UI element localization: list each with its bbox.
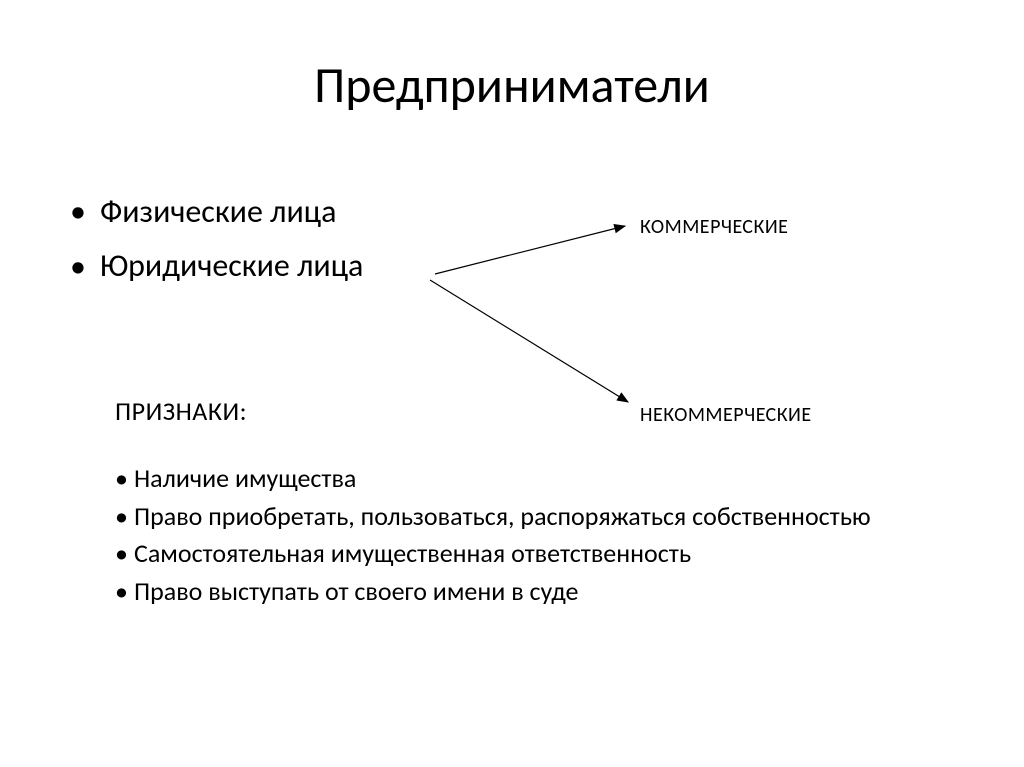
bullet-icon: • [115, 460, 128, 498]
signs-list: • Наличие имущества • Право приобретать,… [115, 460, 871, 611]
bullet-icon: • [70, 196, 86, 228]
signs-heading: ПРИЗНАКИ: [115, 395, 247, 427]
list-item: • Физические лица [70, 185, 363, 239]
list-item: • Право приобретать, пользоваться, распо… [115, 498, 871, 536]
arrow-to-commercial [435, 226, 625, 274]
sign-text: Право выступать от своего имени в суде [134, 573, 579, 611]
sign-text: Наличие имущества [134, 460, 356, 498]
slide-root: Предприниматели • Физические лица • Юрид… [0, 0, 1024, 767]
list-item: • Юридические лица [70, 239, 363, 293]
slide-title: Предприниматели [0, 55, 1024, 116]
bullet-icon: • [70, 251, 86, 283]
main-bullet-list: • Физические лица • Юридические лица [70, 185, 363, 294]
bullet-icon: • [115, 573, 128, 611]
list-item-text: Юридические лица [100, 239, 363, 293]
branch-label-noncommercial: НЕКОММЕРЧЕСКИЕ [640, 403, 812, 427]
bullet-icon: • [115, 535, 128, 573]
list-item-text: Физические лица [100, 185, 336, 239]
bullet-icon: • [115, 498, 128, 536]
list-item: • Самостоятельная имущественная ответств… [115, 535, 871, 573]
arrow-to-noncommercial [430, 280, 628, 402]
sign-text: Самостоятельная имущественная ответствен… [134, 535, 691, 573]
sign-text: Право приобретать, пользоваться, распоря… [134, 498, 871, 536]
list-item: • Наличие имущества [115, 460, 871, 498]
branch-label-commercial: КОММЕРЧЕСКИЕ [640, 215, 788, 239]
list-item: • Право выступать от своего имени в суде [115, 573, 871, 611]
